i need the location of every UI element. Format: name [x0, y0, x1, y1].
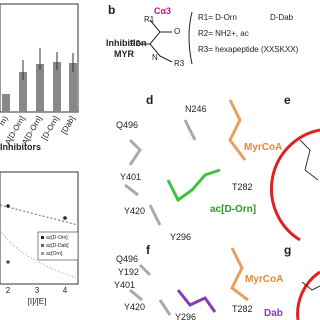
arc: [296, 270, 320, 320]
bar-panel: m) A[D-Orn] A[D-Orn] [D-Orn] [Dab] Inhib…: [0, 3, 79, 152]
residue-label: Y296: [170, 232, 191, 242]
title: MYR: [114, 49, 135, 59]
r3-def: R3= hexapeptide (XXSKXX): [198, 45, 299, 54]
r-site: R3: [174, 59, 185, 68]
residue-label: Y401: [120, 172, 141, 182]
residue-label: T282: [232, 304, 253, 314]
fit-line: [0, 204, 79, 226]
residue-label: Y296: [175, 312, 196, 320]
legend-key: [41, 252, 44, 255]
cofactor-label: MyrCoA: [244, 142, 282, 153]
panel-b: b Cα3 R1 R2 R3 O N Inhibition MYR R1= D-…: [106, 3, 299, 68]
residue-label: T282: [232, 182, 253, 192]
line-panel: ac[D-Orn] ac[D-Dab] ac[Orn] 2 3 4 [I]/[E…: [0, 171, 79, 306]
cofactor-label: MyrCoA: [245, 274, 283, 285]
brace: [188, 11, 193, 65]
legend-label: ac[D-Dab]: [46, 243, 69, 249]
x-tick-label: 2: [6, 286, 11, 295]
bar-label: m): [0, 114, 10, 127]
ligand-stick: [176, 289, 217, 313]
panel-e: e: [269, 93, 320, 242]
r-site: R2: [130, 39, 141, 48]
x-tick-label: 4: [63, 286, 68, 295]
bar: [36, 64, 44, 112]
ligand-stick: [166, 168, 221, 203]
ligand-label: Dab: [264, 308, 283, 319]
cofactor-stick: [228, 99, 247, 161]
panel-g: g: [284, 243, 320, 320]
point: [6, 260, 10, 264]
legend-label: ac[Orn]: [46, 251, 63, 257]
residue-stick: [129, 263, 172, 316]
residue-stick: [124, 119, 197, 226]
bar: [69, 63, 77, 112]
axis-label: [I]/[E]: [28, 297, 47, 306]
legend: [37, 231, 79, 261]
r1-def: R1= D-Orn: [198, 13, 237, 22]
bar-label: [Dab]: [59, 115, 76, 136]
r2-def: R2= NH2+, ac: [198, 29, 249, 38]
point: [6, 204, 10, 208]
r-site: R1: [144, 15, 155, 24]
atom: N: [152, 53, 158, 62]
ligand-label: ac[D-Orn]: [210, 204, 256, 215]
residue-label: Y420: [124, 302, 145, 312]
bar: [19, 72, 27, 112]
structure: [140, 19, 173, 63]
panel-label: e: [284, 93, 291, 107]
structure: [299, 139, 319, 181]
panel-label: f: [146, 243, 151, 257]
residue-label: Y401: [114, 280, 135, 290]
title: Inhibition: [106, 38, 147, 48]
bar: [2, 94, 10, 112]
legend-key: [41, 244, 44, 247]
r1-def: D-Dab: [270, 13, 294, 22]
panel-d: d N246 Q496 Y401 Y420 Y296 T282 MyrCoA a…: [116, 93, 282, 242]
residue-label: Y192: [118, 267, 139, 277]
residue-label: Q496: [116, 254, 138, 264]
x-tick-label: 3: [35, 286, 40, 295]
arc: [269, 128, 320, 242]
residue-label: N246: [185, 104, 207, 114]
legend-key: [41, 236, 44, 239]
panel-label: g: [284, 243, 291, 257]
structure: [301, 281, 320, 291]
residue-label: Q496: [116, 120, 138, 130]
cofactor-stick: [230, 247, 249, 302]
panel-f: f Q496 Y192 Y401 Y420 Y296 T282 MyrCoA D…: [114, 243, 283, 320]
panel-label: b: [108, 3, 115, 17]
bar: [53, 62, 61, 112]
residue-label: Y420: [124, 206, 145, 216]
point: [63, 216, 67, 220]
plot-frame: [0, 171, 79, 285]
legend-label: ac[D-Orn]: [46, 235, 68, 241]
axis-label: Inhibitors: [0, 142, 41, 152]
atom: O: [174, 27, 180, 36]
fit-line: [0, 229, 79, 279]
panel-label: d: [146, 93, 153, 107]
alpha-label: Cα3: [154, 6, 171, 16]
